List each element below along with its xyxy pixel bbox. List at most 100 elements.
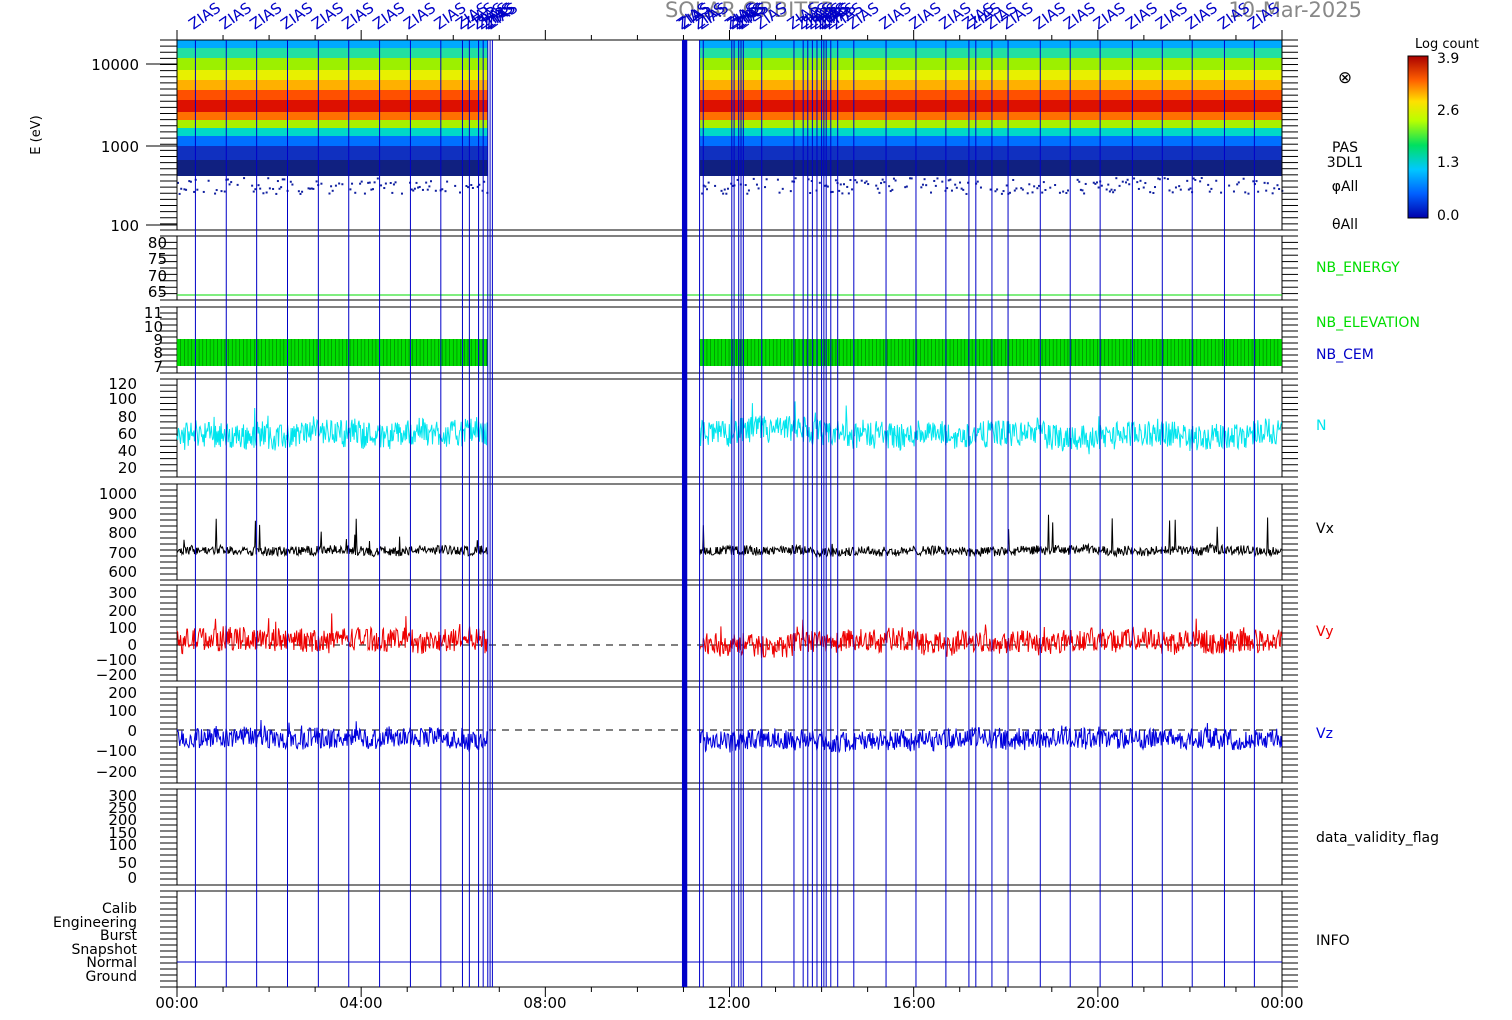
validity-ytick: 300 [108,787,137,805]
spectrogram-speckle [252,190,255,193]
spectrogram-speckle [1066,189,1069,192]
spectrogram-speckle [746,192,749,195]
spectrogram-speckle [1247,192,1250,195]
spectrogram-speckle [826,185,829,188]
spectrogram-speckle [1083,192,1086,195]
spectrogram-speckle [1168,189,1171,192]
spectrogram-speckle [188,180,191,183]
spectrogram-speckle [434,189,437,192]
spectrogram-speckle [1112,191,1115,194]
minor-tick-layer [160,30,1298,997]
x-tick-label: 04:00 [339,994,382,1012]
spectrogram-speckle [262,192,265,195]
spectrogram-speckle [383,187,386,190]
spectrogram-speckle [851,188,854,191]
vx-ytick: 1000 [99,485,137,503]
x-axis: 00:00 04:00 08:00 12:00 16:00 20:00 00:0… [155,994,1303,1012]
spectrogram-speckle [1266,182,1269,185]
spectrogram-band [699,58,1282,70]
spectrogram-band [177,48,488,58]
spectrogram-ylabel: E (eV) [29,115,44,154]
spectrogram-band [699,100,1282,112]
spectrogram-speckle [1031,191,1034,194]
spectrogram-band [699,48,1282,58]
spectrogram-speckle [226,178,229,181]
spectrogram-speckle [1263,181,1266,184]
vx-label: Vx [1316,521,1334,537]
spectrogram-speckle [1033,185,1036,188]
spectrogram-speckle [731,184,734,187]
vz-ytick: 200 [108,684,137,702]
nb-energy-panel: 80 75 70 65 NB_ENERGY [148,234,1400,301]
spectrogram-speckle [776,178,779,181]
spectrogram-speckle [185,188,188,191]
nb-energy-frame [176,235,1283,301]
validity-ytick: 250 [108,799,137,817]
spectrogram-speckle [376,177,379,180]
spectrogram-speckle [426,188,429,191]
info-frame [176,890,1283,988]
spectrogram-speckle [714,184,717,187]
spectrogram-speckle [215,189,218,192]
spectrogram-speckle [764,186,767,189]
spectrogram-band [699,112,1282,120]
spectrogram-speckle [1044,188,1047,191]
nb-energy-ytick: 75 [148,250,167,268]
spectrogram-speckle [471,186,474,189]
spectrogram-speckle [1186,179,1189,182]
colorbar-label: Log count [1415,37,1479,52]
spectrogram-speckle [960,187,963,190]
spectrogram-speckle [1137,187,1140,190]
spectrogram-speckle [789,190,792,193]
spectrogram-speckle [1124,181,1127,184]
spectrogram-speckle [281,178,284,181]
spectrogram-speckle [1008,191,1011,194]
spectrogram-speckle [1236,183,1239,186]
spectrogram-speckle [417,186,420,189]
info-ytick: Ground [86,969,138,985]
spectrogram-speckle [1005,184,1008,187]
spectrogram-speckle [278,187,281,190]
vy-ytick: −100 [96,651,137,669]
spectrogram-speckle [412,189,415,192]
spectrogram-speckle [1187,188,1190,191]
spectrogram-speckle [476,185,479,188]
nb-energy-ytick: 80 [148,234,167,252]
spectrogram-speckle [892,177,895,180]
spectrogram-speckle [910,177,913,180]
spectrogram-speckle [338,182,341,185]
spectrogram-speckle [1049,186,1052,189]
spectrogram-speckle [202,190,205,193]
spectrogram-speckle [177,181,179,184]
density-ytick: 20 [118,459,137,477]
density-ytick: 120 [108,375,137,393]
spectrogram-speckle [996,188,999,191]
spectrogram-speckle [702,184,705,187]
vz-label: Vz [1316,726,1333,742]
spectrogram-speckle [265,191,268,194]
spectrogram-speckle [380,184,383,187]
spectrogram-speckle [979,186,982,189]
spectrogram-speckle [841,192,844,195]
vz-ytick: −100 [96,742,137,760]
spectrogram-speckle [1192,177,1195,180]
spectrogram-speckle [1178,185,1181,188]
spectrogram-speckle [1020,187,1023,190]
vy-ytick: 200 [108,602,137,620]
vz-series-line [176,719,1283,754]
spectrogram-speckle [834,179,837,182]
spectrogram-speckle [299,192,302,195]
info-ytick: Burst [100,928,138,944]
vz-ytick: 100 [108,702,137,720]
spectrogram-speckle [257,184,260,187]
spectrogram-speckle [276,180,279,183]
colorbar: 3.9 2.6 1.3 0.0 [1407,51,1459,224]
vy-label: Vy [1316,624,1334,640]
spectrogram-speckle [1133,177,1136,180]
spectrogram-speckle [371,188,374,191]
spectrogram-band [699,70,1282,80]
event-label: ZIAS [1090,0,1129,33]
spectrogram-speckle [849,178,852,181]
spectrogram-speckle [320,182,323,185]
spectrogram-speckle [894,179,897,182]
